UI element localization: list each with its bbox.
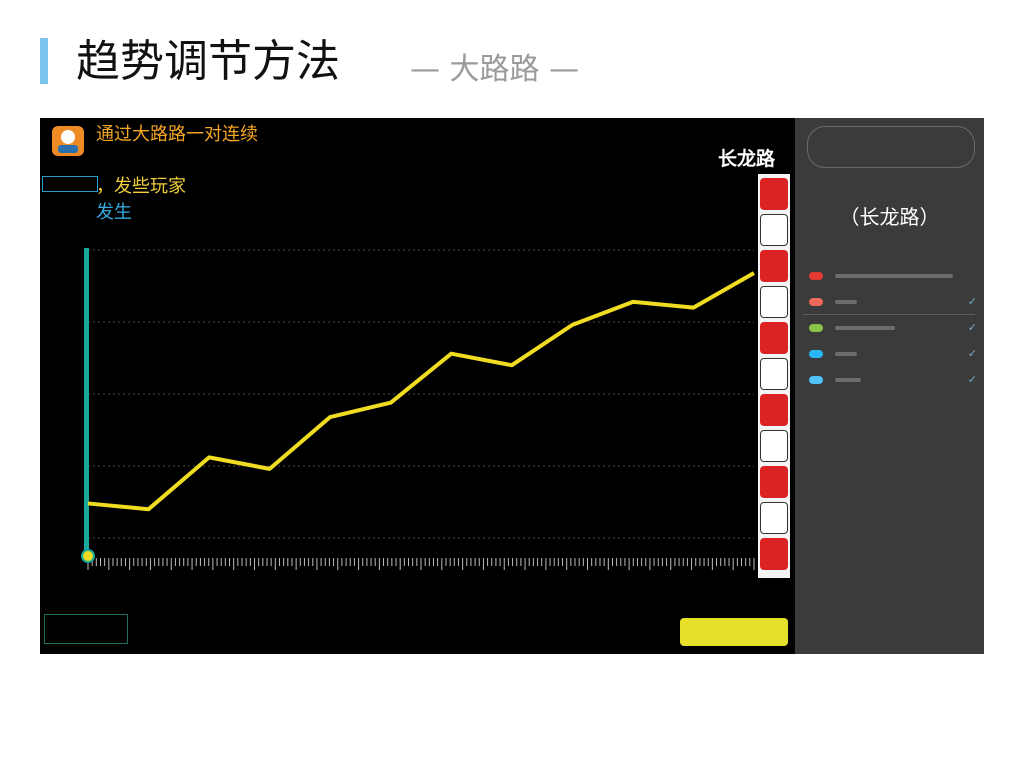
sidebar-divider <box>803 314 975 315</box>
sidebar-row-3[interactable]: ✓ <box>805 318 977 340</box>
page-title: 趋势调节方法 <box>76 36 340 87</box>
sidebar-row-5[interactable]: ✓ <box>805 370 977 392</box>
tagline-1-text: 通过大路路一对连续 <box>96 124 258 145</box>
sidebar-row-1[interactable] <box>805 266 977 288</box>
sidebar-panel: （长龙路） ✓ ✓ ✓ ✓ <box>795 118 984 654</box>
game-tag <box>42 176 98 192</box>
yellow-action-button[interactable] <box>680 618 788 646</box>
chart-start-point <box>81 549 95 563</box>
sidebar-row-2-dot-icon <box>809 298 823 306</box>
road-cell-red <box>760 250 788 282</box>
sidebar-row-5-check-icon: ✓ <box>967 373 977 386</box>
road-cell-white <box>760 286 788 318</box>
sidebar-row-1-text-bar <box>835 274 953 278</box>
sidebar-row-3-dot-icon <box>809 324 823 332</box>
road-cell-red <box>760 466 788 498</box>
road-cell-white <box>760 358 788 390</box>
tagline-4-text: 发生 <box>96 202 132 223</box>
road-cell-red <box>760 394 788 426</box>
sidebar-row-5-dot-icon <box>809 376 823 384</box>
sidebar-row-4-dot-icon <box>809 350 823 358</box>
title-accent-bar <box>40 38 48 84</box>
page-subtitle: — 大路路 — <box>410 52 580 87</box>
road-cell-white <box>760 214 788 246</box>
road-cell-red <box>760 178 788 210</box>
tagline-3: ，发些玩家 <box>96 174 186 200</box>
tagline-3-text: ，发些玩家 <box>96 176 186 197</box>
sidebar-row-3-check-icon: ✓ <box>967 321 977 334</box>
corner-label: 长龙路 <box>718 148 776 170</box>
sidebar-row-4[interactable]: ✓ <box>805 344 977 366</box>
road-cell-white <box>760 502 788 534</box>
trend-line <box>87 271 755 512</box>
sidebar-row-2-text-bar <box>835 300 857 304</box>
game-logo-icon <box>52 126 84 156</box>
left-panel-button[interactable] <box>44 614 128 644</box>
sidebar-top-button[interactable] <box>807 126 975 168</box>
sidebar-row-5-text-bar <box>835 378 861 382</box>
sidebar-row-1-dot-icon <box>809 272 823 280</box>
sidebar-row-3-text-bar <box>835 326 895 330</box>
sidebar-row-2-check-icon: ✓ <box>967 295 977 308</box>
vertical-road-column <box>758 174 790 578</box>
sidebar-row-4-text-bar <box>835 352 857 356</box>
road-cell-red <box>760 322 788 354</box>
tagline-1: 通过大路路一对连续 <box>96 122 258 148</box>
road-cell-red <box>760 538 788 570</box>
tagline-4: 发生 <box>96 200 132 226</box>
chart-y-axis-bar <box>84 248 89 556</box>
road-cell-white <box>760 430 788 462</box>
game-screenshot: 通过大路路一对连续 ，发些玩家 发生 长龙路 <box>40 118 795 654</box>
sidebar-row-4-check-icon: ✓ <box>967 347 977 360</box>
sidebar-title: （长龙路） <box>839 205 940 229</box>
trend-chart <box>81 248 755 570</box>
sidebar-row-2[interactable]: ✓ <box>805 292 977 314</box>
